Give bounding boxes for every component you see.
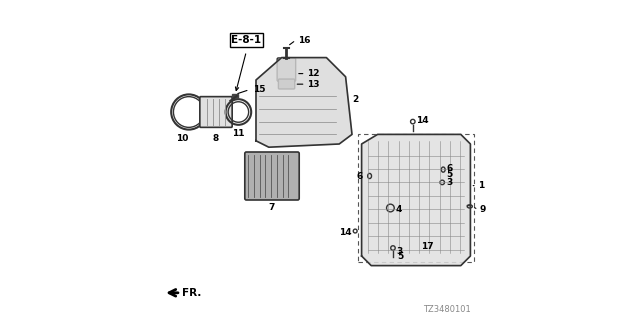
Text: 6: 6 — [447, 164, 452, 172]
Text: 14: 14 — [339, 228, 352, 237]
Text: 10: 10 — [176, 134, 189, 143]
Text: 6: 6 — [357, 172, 364, 180]
Text: E-8-1: E-8-1 — [231, 35, 262, 45]
Text: 9: 9 — [479, 205, 486, 214]
Text: 12: 12 — [307, 69, 320, 78]
Text: 8: 8 — [213, 134, 219, 143]
FancyBboxPatch shape — [200, 97, 232, 127]
Text: 15: 15 — [253, 85, 266, 94]
Text: 17: 17 — [421, 242, 433, 251]
Text: 3: 3 — [447, 178, 452, 187]
Polygon shape — [362, 134, 470, 266]
FancyBboxPatch shape — [277, 58, 296, 81]
Text: 2: 2 — [352, 95, 358, 104]
Polygon shape — [256, 58, 352, 147]
Text: 14: 14 — [416, 116, 429, 124]
Text: 16: 16 — [298, 36, 310, 44]
Text: 1: 1 — [479, 181, 484, 190]
FancyBboxPatch shape — [278, 79, 295, 89]
Text: 11: 11 — [232, 129, 244, 138]
Text: TZ3480101: TZ3480101 — [422, 305, 470, 314]
Text: 7: 7 — [269, 203, 275, 212]
Text: 13: 13 — [307, 80, 320, 89]
Text: FR.: FR. — [182, 288, 201, 298]
Text: 5: 5 — [397, 252, 403, 261]
FancyBboxPatch shape — [245, 152, 300, 200]
Text: 4: 4 — [396, 205, 401, 214]
Bar — [232, 94, 238, 98]
Text: 3: 3 — [397, 247, 403, 256]
Bar — [358, 134, 474, 262]
Text: 5: 5 — [447, 170, 452, 179]
